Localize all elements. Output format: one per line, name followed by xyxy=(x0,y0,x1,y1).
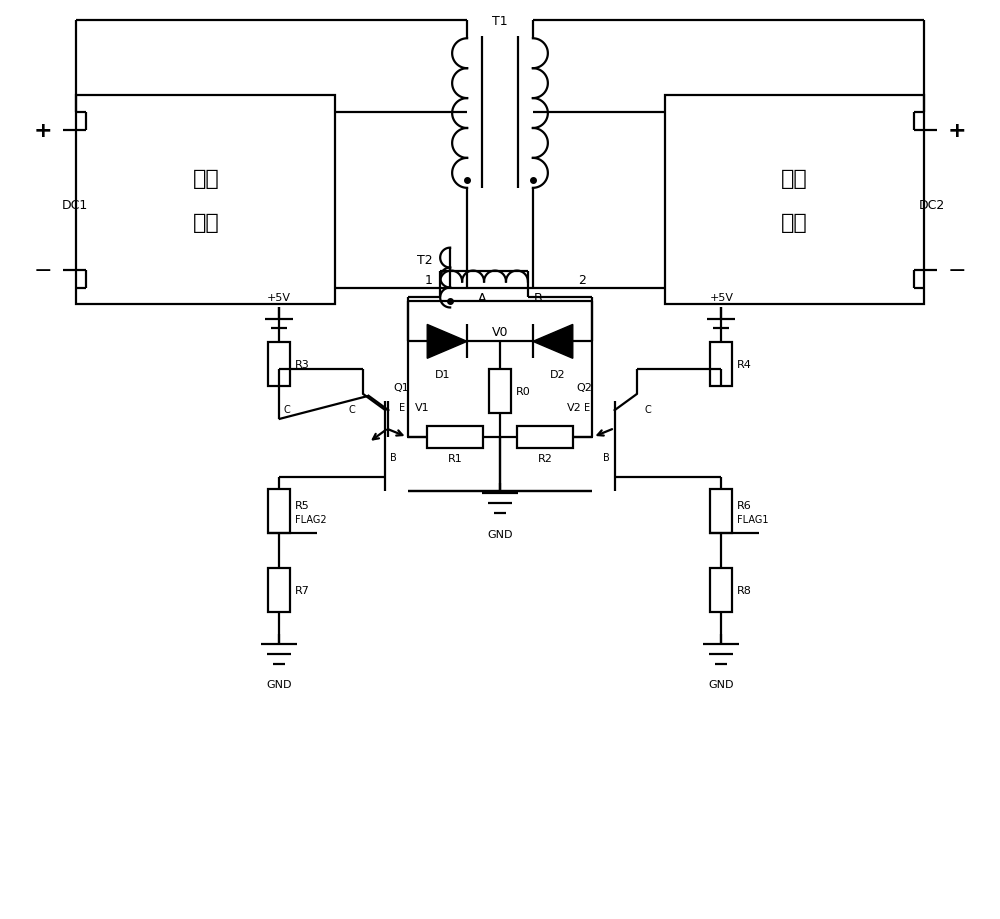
Text: D2: D2 xyxy=(550,369,566,380)
Text: R4: R4 xyxy=(737,360,752,369)
Text: B: B xyxy=(603,452,610,462)
Text: V1: V1 xyxy=(415,403,430,413)
Polygon shape xyxy=(533,325,573,359)
Text: V2: V2 xyxy=(567,403,582,413)
Text: −: − xyxy=(34,260,53,280)
Bar xyxy=(710,490,732,533)
Text: DC2: DC2 xyxy=(919,199,945,212)
Bar xyxy=(517,426,573,448)
Text: −: − xyxy=(947,260,966,280)
Text: R8: R8 xyxy=(737,585,752,595)
Bar xyxy=(268,568,290,612)
Text: 变换: 变换 xyxy=(781,169,807,188)
Text: GND: GND xyxy=(266,679,291,689)
Text: GND: GND xyxy=(709,679,734,689)
Bar xyxy=(710,568,732,612)
Bar xyxy=(268,343,290,387)
Bar xyxy=(710,343,732,387)
Polygon shape xyxy=(427,325,467,359)
Text: +5V: +5V xyxy=(267,293,291,303)
Bar xyxy=(665,96,924,305)
Text: T1: T1 xyxy=(492,15,508,28)
Bar xyxy=(427,426,483,448)
Text: R3: R3 xyxy=(295,360,309,369)
Text: C: C xyxy=(284,404,290,414)
Text: D1: D1 xyxy=(434,369,450,380)
Text: 1: 1 xyxy=(424,274,432,287)
Text: R2: R2 xyxy=(537,453,552,463)
Text: R7: R7 xyxy=(295,585,309,595)
Text: R0: R0 xyxy=(516,387,531,397)
Text: +: + xyxy=(34,121,53,141)
Text: 电路: 电路 xyxy=(781,212,807,233)
Text: 变换: 变换 xyxy=(193,169,219,188)
Text: B: B xyxy=(390,452,397,462)
Text: R6: R6 xyxy=(737,500,752,510)
Bar xyxy=(489,369,511,414)
Bar xyxy=(268,490,290,533)
Text: A: A xyxy=(478,291,486,305)
Text: DC1: DC1 xyxy=(61,199,88,212)
Text: T2: T2 xyxy=(417,254,432,267)
Text: R1: R1 xyxy=(448,453,463,463)
Text: Q1: Q1 xyxy=(393,383,409,392)
Text: V0: V0 xyxy=(492,325,508,338)
Text: E: E xyxy=(584,403,590,413)
Text: E: E xyxy=(399,403,405,413)
Text: Q2: Q2 xyxy=(577,383,593,392)
Text: R5: R5 xyxy=(295,500,309,510)
Text: FLAG2: FLAG2 xyxy=(295,515,326,524)
Text: B: B xyxy=(534,291,542,305)
Text: 电路: 电路 xyxy=(193,212,219,233)
Text: C: C xyxy=(645,404,651,414)
Text: 2: 2 xyxy=(578,274,586,287)
Text: +5V: +5V xyxy=(709,293,733,303)
Text: GND: GND xyxy=(487,529,513,539)
Text: +: + xyxy=(947,121,966,141)
Text: C: C xyxy=(349,404,355,414)
Text: FLAG1: FLAG1 xyxy=(737,515,769,524)
Bar xyxy=(76,96,335,305)
